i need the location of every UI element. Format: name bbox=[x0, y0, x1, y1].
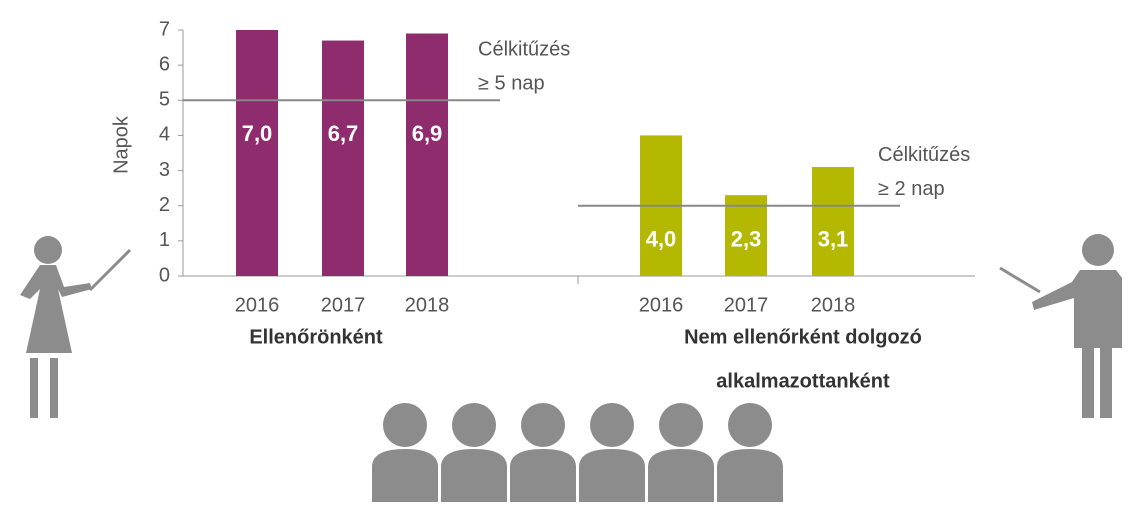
x-tick-label: 2018 bbox=[405, 294, 450, 316]
chart: Napok 0 1 2 3 4 5 6 7 2016 2017 2018 7,0 6,7 6,9 Célki… bbox=[0, 0, 1132, 502]
bar bbox=[236, 30, 278, 276]
presenter-icon bbox=[1000, 234, 1122, 418]
bar bbox=[322, 41, 364, 276]
target-label: ≥ 2 nap bbox=[878, 178, 945, 200]
target-label: ≥ 5 nap bbox=[478, 73, 545, 95]
target-label: Célkitűzés bbox=[478, 39, 570, 61]
group-label: Nem ellenőrként dolgozó bbox=[684, 326, 922, 348]
audience-icon bbox=[372, 403, 783, 502]
presenter-icon bbox=[20, 236, 130, 418]
value-label: 6,9 bbox=[412, 121, 443, 146]
value-label: 6,7 bbox=[328, 121, 359, 146]
target-label: Célkitűzés bbox=[878, 144, 970, 166]
y-tick-label: 7 bbox=[159, 18, 170, 40]
value-label: 3,1 bbox=[818, 227, 849, 252]
y-tick-label: 6 bbox=[159, 53, 170, 75]
x-tick-label: 2017 bbox=[321, 294, 366, 316]
y-tick-label: 3 bbox=[159, 159, 170, 181]
group-label: alkalmazottanként bbox=[716, 370, 890, 392]
value-label: 7,0 bbox=[242, 121, 273, 146]
group-label: Ellenőrönként bbox=[249, 326, 383, 348]
bar bbox=[812, 167, 854, 276]
x-tick-label: 2018 bbox=[811, 294, 856, 316]
x-tick-label: 2016 bbox=[235, 294, 280, 316]
y-tick-label: 2 bbox=[159, 194, 170, 216]
y-axis-label: Napok bbox=[110, 115, 132, 174]
x-tick-label: 2017 bbox=[724, 294, 769, 316]
y-tick-label: 0 bbox=[159, 264, 170, 286]
value-label: 2,3 bbox=[731, 227, 762, 252]
x-tick-label: 2016 bbox=[639, 294, 684, 316]
value-label: 4,0 bbox=[646, 227, 677, 252]
bar bbox=[406, 34, 448, 276]
y-tick-label: 1 bbox=[159, 229, 170, 251]
y-tick-label: 5 bbox=[159, 89, 170, 111]
y-tick-label: 4 bbox=[159, 124, 170, 146]
